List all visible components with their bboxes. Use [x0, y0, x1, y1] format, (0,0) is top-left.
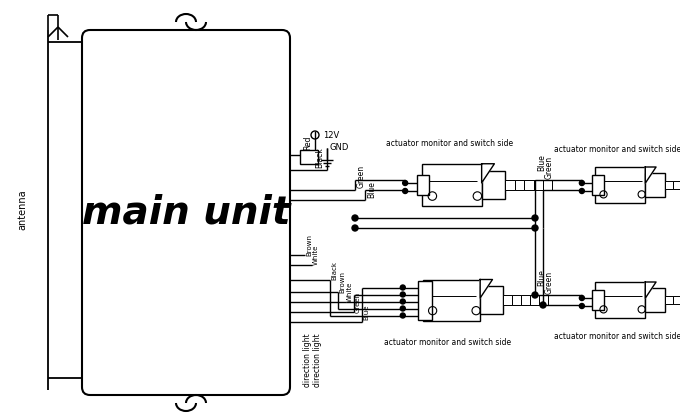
Circle shape: [579, 189, 584, 194]
Bar: [539, 295, 548, 305]
Text: GND: GND: [330, 143, 350, 153]
Text: actuator monitor and switch side: actuator monitor and switch side: [386, 139, 513, 147]
Bar: [645, 288, 666, 312]
Text: actuator monitor and switch side: actuator monitor and switch side: [384, 337, 511, 347]
Text: Green: Green: [545, 270, 554, 294]
Text: Brown: Brown: [339, 271, 345, 293]
Circle shape: [579, 181, 584, 186]
Bar: [521, 295, 530, 305]
Bar: [503, 295, 512, 305]
Text: Blue: Blue: [367, 181, 376, 199]
Circle shape: [579, 295, 584, 300]
Text: 12V: 12V: [323, 130, 339, 140]
Bar: [673, 296, 680, 304]
Circle shape: [401, 299, 405, 304]
Text: Blue: Blue: [537, 155, 546, 171]
Text: White: White: [313, 245, 319, 265]
Circle shape: [352, 225, 358, 231]
Bar: [418, 280, 432, 320]
Bar: [666, 181, 673, 189]
Polygon shape: [481, 164, 494, 183]
Text: Brown: Brown: [306, 234, 312, 256]
Circle shape: [401, 306, 405, 311]
Bar: [480, 286, 503, 314]
Circle shape: [401, 292, 405, 297]
Bar: [592, 175, 604, 195]
Text: direction light: direction light: [303, 333, 312, 387]
Bar: [595, 282, 645, 318]
Bar: [645, 173, 666, 197]
Bar: [673, 181, 680, 189]
Bar: [423, 279, 480, 321]
Bar: [300, 150, 318, 164]
Circle shape: [403, 189, 407, 194]
Polygon shape: [645, 282, 656, 298]
Text: Blue: Blue: [537, 269, 546, 287]
Circle shape: [352, 215, 358, 221]
Text: Black: Black: [315, 147, 324, 168]
Circle shape: [579, 303, 584, 308]
Circle shape: [532, 225, 538, 231]
Bar: [595, 167, 645, 203]
Circle shape: [401, 285, 405, 290]
Polygon shape: [645, 167, 656, 183]
Bar: [422, 164, 481, 206]
Bar: [524, 180, 534, 190]
FancyBboxPatch shape: [82, 30, 290, 395]
Text: actuator monitor and switch side: actuator monitor and switch side: [554, 145, 680, 153]
Text: Red: Red: [303, 136, 312, 150]
Text: Green: Green: [355, 292, 361, 313]
Bar: [417, 175, 429, 195]
Circle shape: [401, 313, 405, 318]
Bar: [592, 290, 604, 310]
Bar: [505, 180, 515, 190]
Text: actuator monitor and switch side: actuator monitor and switch side: [554, 331, 680, 341]
Bar: [666, 296, 673, 304]
Text: main unit: main unit: [82, 194, 290, 232]
Text: antenna: antenna: [17, 190, 27, 230]
Bar: [530, 295, 539, 305]
Circle shape: [532, 292, 538, 298]
Text: direction light: direction light: [313, 333, 322, 387]
Text: Green: Green: [357, 164, 366, 188]
Circle shape: [532, 215, 538, 221]
Text: White: White: [347, 282, 353, 302]
Bar: [512, 295, 521, 305]
Bar: [481, 171, 505, 199]
Circle shape: [403, 181, 407, 186]
Bar: [543, 180, 552, 190]
Bar: [515, 180, 524, 190]
Text: Blue: Blue: [363, 304, 369, 320]
Text: Green: Green: [545, 155, 554, 178]
Text: Black: Black: [331, 261, 337, 279]
Bar: [534, 180, 543, 190]
Circle shape: [540, 302, 546, 308]
Polygon shape: [480, 279, 492, 298]
